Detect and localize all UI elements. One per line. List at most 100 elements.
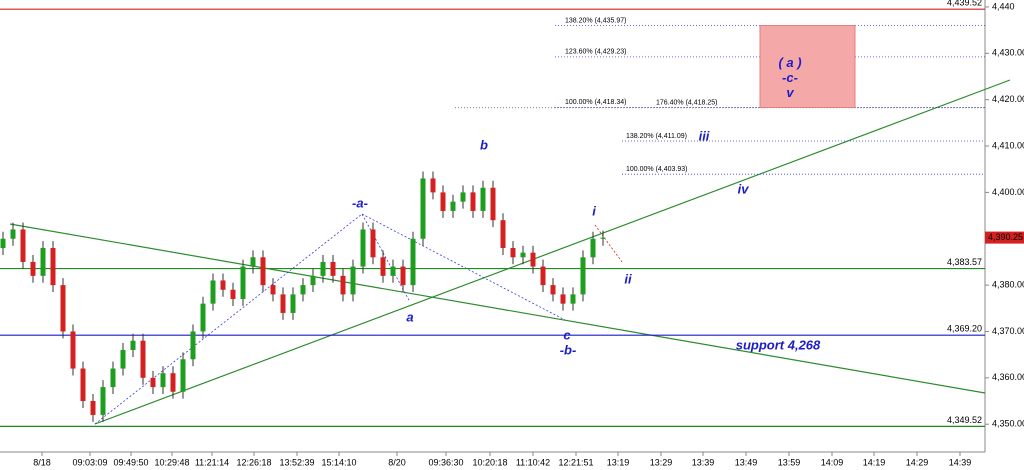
x-tick-label: 14:19 [863, 457, 886, 467]
wave-label: c [563, 327, 571, 342]
x-tick-label: 13:52:39 [279, 457, 314, 467]
candle-body [500, 220, 506, 249]
candle-body [390, 266, 396, 276]
x-tick-label: 13:49 [735, 457, 758, 467]
candle-body [340, 275, 346, 295]
candle-body [530, 252, 536, 267]
y-tick-label: 4,440 [992, 1, 1015, 11]
wave-label: iii [699, 128, 710, 143]
level-label: 4,383.57 [947, 257, 982, 267]
wave-label: a [406, 309, 413, 324]
candle-body [400, 266, 406, 286]
target-label: -c- [782, 70, 798, 85]
candle-body [410, 238, 416, 286]
level-label: 4,369.20 [947, 324, 982, 334]
candle-body [280, 294, 286, 313]
candle-body [510, 248, 516, 258]
y-tick-label: 4,420.00 [992, 94, 1024, 104]
x-tick-label: 15:14:10 [321, 457, 356, 467]
level-label: 4,439.52 [947, 0, 982, 8]
y-tick-label: 4,360.00 [992, 372, 1024, 382]
y-tick-label: 4,430.00 [992, 48, 1024, 58]
candle-body [120, 350, 126, 369]
candle-body [420, 178, 426, 239]
candle-body [350, 266, 356, 295]
x-tick-label: 14:39 [949, 457, 972, 467]
x-tick-label: 13:29 [650, 457, 673, 467]
x-tick-label: 09:49:50 [113, 457, 148, 467]
candle-body [100, 387, 106, 415]
y-tick-label: 4,370.00 [992, 326, 1024, 336]
wave-path [94, 213, 411, 425]
candle-body [230, 289, 236, 300]
x-tick-label: 11:21:14 [195, 457, 229, 467]
candle-body [520, 252, 526, 258]
fib-label: 138.20% (4,411.09) [626, 133, 687, 140]
wave-label: iv [738, 181, 750, 196]
candle-body [460, 192, 466, 202]
level-label: 4,349.52 [947, 415, 982, 425]
wave-label: i [592, 203, 596, 218]
candle-body [90, 401, 96, 415]
candle-body [300, 285, 306, 295]
candle-body [580, 257, 586, 295]
candle-body [470, 192, 476, 211]
target-label: v [786, 85, 794, 100]
candle-body [250, 257, 256, 267]
candle-body [180, 359, 186, 392]
fib-label: 100.00% (4,418.34) [565, 99, 627, 106]
wave-label: b [480, 137, 488, 152]
x-tick-label: 09:03:09 [72, 457, 107, 467]
fib-label: 123.60% (4,429.23) [565, 49, 627, 56]
x-tick-label: 11:10:42 [516, 457, 550, 467]
candle-body [360, 229, 366, 267]
x-tick-label: 8/20 [388, 457, 406, 467]
candle-body [260, 257, 266, 286]
x-tick-label: 13:19 [607, 457, 630, 467]
candle-body [560, 294, 566, 304]
candle-body [220, 280, 226, 290]
candle-body [430, 178, 436, 193]
y-tick-label: 4,380.00 [992, 279, 1024, 289]
wave-label: support 4,268 [736, 337, 821, 352]
candle-body [270, 285, 276, 295]
target-label: ( a ) [778, 55, 801, 70]
candle-body [190, 331, 196, 360]
candle-body [140, 340, 146, 378]
candle-body [590, 238, 596, 258]
x-tick-label: 10:29:48 [154, 457, 189, 467]
candle-body [170, 373, 176, 392]
x-tick-label: 12:26:18 [236, 457, 271, 467]
candle-body [0, 238, 6, 249]
candle-body [380, 257, 386, 276]
candle-body [50, 248, 56, 286]
candle-body [310, 275, 316, 286]
y-tick-label: 4,410.00 [992, 140, 1024, 150]
x-tick-label: 13:39 [692, 457, 715, 467]
candle-body [440, 192, 446, 211]
x-tick-label: 8/18 [33, 457, 51, 467]
candle-body [70, 331, 76, 369]
fib-label: 100.00% (4,403.93) [626, 166, 688, 173]
candle-body [210, 280, 216, 304]
candle-body [240, 266, 246, 300]
candle-body [490, 187, 496, 221]
candle-body [320, 261, 326, 276]
candle-body [130, 340, 136, 351]
fib-label: 176.40% (4,418.25) [656, 100, 718, 107]
wave-label: -a- [352, 195, 368, 210]
candle-body [40, 248, 46, 276]
wave-label: ii [624, 271, 632, 286]
candle-body [370, 229, 376, 258]
candle-body [60, 285, 66, 332]
candle-body [10, 229, 16, 239]
candle-body [110, 368, 116, 388]
last-price-label: 4,390.25 [988, 232, 1023, 242]
trend-line [9, 223, 986, 394]
candle-body [150, 377, 156, 388]
x-tick-label: 14:29 [906, 457, 929, 467]
candle-body [20, 229, 26, 262]
x-tick-label: 10:20:18 [472, 457, 507, 467]
x-tick-label: 13:59 [778, 457, 801, 467]
